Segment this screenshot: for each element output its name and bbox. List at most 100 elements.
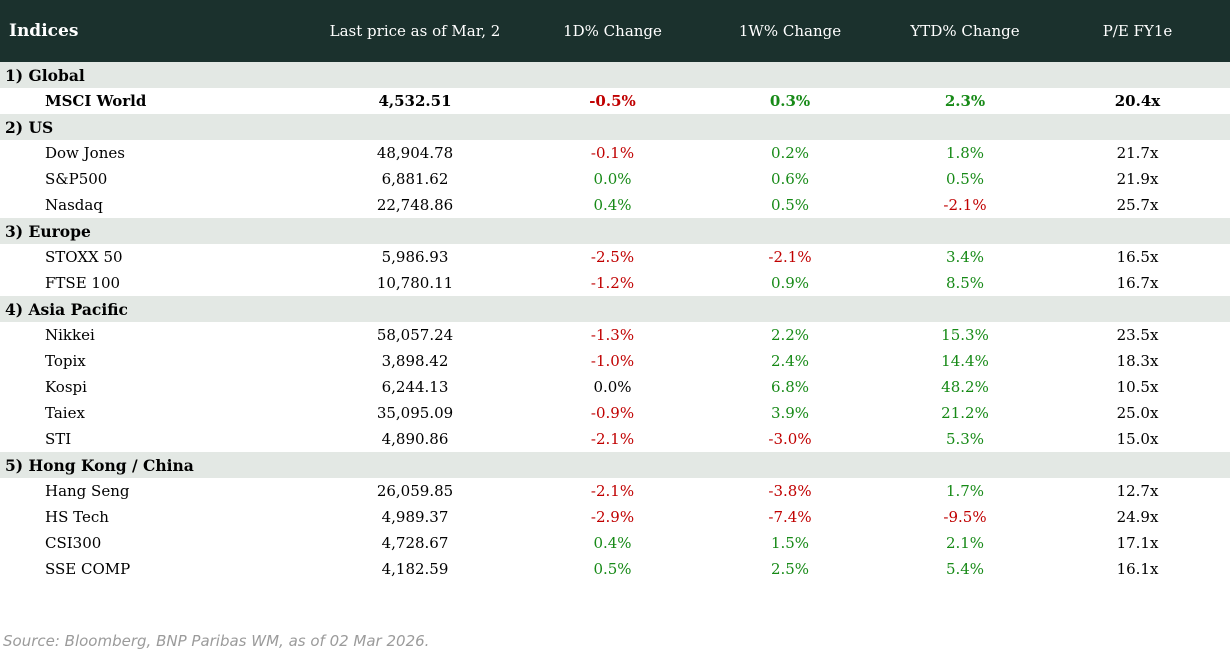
last-price: 58,057.24: [376, 326, 454, 344]
last-price: 4,182.59: [381, 560, 449, 578]
index-row: Nasdaq 22,748.86 0.4% 0.5% -2.1% 25.7x: [0, 192, 1230, 218]
last-price: 3,898.42: [381, 352, 449, 370]
last-price: 4,532.51: [378, 92, 452, 110]
change-1w: -2.1%: [768, 248, 812, 266]
change-1d: -1.2%: [590, 274, 635, 292]
change-1w: 2.2%: [770, 326, 810, 344]
index-name: Hang Seng: [45, 482, 130, 500]
pe-ratio: 17.1x: [1116, 534, 1159, 552]
table-header-row: Indices Last price as of Mar, 2 1D% Chan…: [0, 0, 1230, 62]
table-body: 1) Global MSCI World 4,532.51 -0.5% 0.3% 2.3%…: [0, 62, 1230, 582]
index-row: STI 4,890.86 -2.1% -3.0% 5.3% 15.0x: [0, 426, 1230, 452]
index-row: CSI300 4,728.67 0.4% 1.5% 2.1% 17.1x: [0, 530, 1230, 556]
column-header-last-price: Last price as of Mar, 2: [300, 0, 530, 62]
change-ytd: 3.4%: [945, 248, 985, 266]
index-name: S&P500: [45, 170, 108, 188]
change-1d: -2.1%: [590, 482, 635, 500]
change-1d: 0.4%: [593, 534, 632, 552]
index-row: STOXX 50 5,986.93 -2.5% -2.1% 3.4% 16.5x: [0, 244, 1230, 270]
change-ytd: 8.5%: [945, 274, 985, 292]
index-row: Taiex 35,095.09 -0.9% 3.9% 21.2% 25.0x: [0, 400, 1230, 426]
section-row: 2) US: [0, 114, 1230, 140]
change-1d: -2.5%: [590, 248, 635, 266]
change-ytd: -2.1%: [943, 196, 987, 214]
column-header-ytd-change: YTD% Change: [885, 0, 1045, 62]
index-name: Dow Jones: [45, 144, 125, 162]
column-header-pe-fy1e: P/E FY1e: [1045, 0, 1230, 62]
pe-ratio: 16.7x: [1116, 274, 1159, 292]
change-1d: -1.0%: [590, 352, 635, 370]
change-1d: -0.5%: [589, 92, 636, 110]
index-name: SSE COMP: [45, 560, 131, 578]
change-1d: 0.0%: [593, 378, 632, 396]
column-header-1d-change: 1D% Change: [530, 0, 695, 62]
last-price: 48,904.78: [376, 144, 454, 162]
pe-ratio: 16.1x: [1116, 560, 1159, 578]
change-ytd: 14.4%: [941, 352, 989, 370]
last-price: 10,780.11: [376, 274, 454, 292]
index-row: Dow Jones 48,904.78 -0.1% 0.2% 1.8% 21.7x: [0, 140, 1230, 166]
last-price: 6,244.13: [381, 378, 449, 396]
change-1w: 2.4%: [770, 352, 810, 370]
index-row: S&P500 6,881.62 0.0% 0.6% 0.5% 21.9x: [0, 166, 1230, 192]
column-header-1w-change: 1W% Change: [695, 0, 885, 62]
change-ytd: 48.2%: [941, 378, 989, 396]
section-label: 5) Hong Kong / China: [0, 452, 1230, 478]
index-name: Taiex: [45, 404, 85, 422]
change-ytd: 1.7%: [945, 482, 985, 500]
change-ytd: 5.4%: [945, 560, 985, 578]
pe-ratio: 15.0x: [1116, 430, 1159, 448]
last-price: 35,095.09: [376, 404, 454, 422]
pe-ratio: 12.7x: [1116, 482, 1159, 500]
index-row: HS Tech 4,989.37 -2.9% -7.4% -9.5% 24.9x: [0, 504, 1230, 530]
change-1w: -7.4%: [768, 508, 812, 526]
pe-ratio: 25.7x: [1116, 196, 1159, 214]
pe-ratio: 25.0x: [1116, 404, 1159, 422]
change-ytd: 15.3%: [941, 326, 989, 344]
pe-ratio: 16.5x: [1116, 248, 1159, 266]
last-price: 22,748.86: [376, 196, 454, 214]
last-price: 4,890.86: [381, 430, 449, 448]
index-name: Kospi: [45, 378, 87, 396]
source-note: Source: Bloomberg, BNP Paribas WM, as of…: [3, 632, 430, 650]
change-1w: 0.6%: [770, 170, 810, 188]
section-row: 4) Asia Pacific: [0, 296, 1230, 322]
change-1d: 0.0%: [593, 170, 632, 188]
change-ytd: 2.3%: [944, 92, 986, 110]
pe-ratio: 18.3x: [1116, 352, 1159, 370]
index-row: Nikkei 58,057.24 -1.3% 2.2% 15.3% 23.5x: [0, 322, 1230, 348]
index-row: MSCI World 4,532.51 -0.5% 0.3% 2.3% 20.4x: [0, 88, 1230, 114]
change-1w: 0.5%: [770, 196, 810, 214]
section-row: 1) Global: [0, 62, 1230, 88]
index-row: SSE COMP 4,182.59 0.5% 2.5% 5.4% 16.1x: [0, 556, 1230, 582]
section-label: 4) Asia Pacific: [0, 296, 1230, 322]
change-1w: 3.9%: [770, 404, 810, 422]
change-1d: 0.4%: [593, 196, 632, 214]
change-1d: -0.1%: [590, 144, 635, 162]
index-name: STI: [45, 430, 72, 448]
index-row: Kospi 6,244.13 0.0% 6.8% 48.2% 10.5x: [0, 374, 1230, 400]
index-name: FTSE 100: [45, 274, 121, 292]
last-price: 4,989.37: [381, 508, 449, 526]
change-1w: -3.0%: [768, 430, 812, 448]
section-row: 3) Europe: [0, 218, 1230, 244]
pe-ratio: 23.5x: [1116, 326, 1159, 344]
pe-ratio: 21.7x: [1116, 144, 1159, 162]
index-row: Topix 3,898.42 -1.0% 2.4% 14.4% 18.3x: [0, 348, 1230, 374]
section-label: 1) Global: [0, 62, 1230, 88]
change-1w: 0.9%: [770, 274, 810, 292]
change-1w: -3.8%: [768, 482, 812, 500]
pe-ratio: 20.4x: [1114, 92, 1161, 110]
pe-ratio: 10.5x: [1116, 378, 1159, 396]
pe-ratio: 24.9x: [1116, 508, 1159, 526]
change-1d: -1.3%: [590, 326, 635, 344]
section-label: 2) US: [0, 114, 1230, 140]
change-ytd: 0.5%: [945, 170, 985, 188]
change-1d: -2.1%: [590, 430, 635, 448]
change-1w: 2.5%: [770, 560, 810, 578]
change-ytd: 21.2%: [941, 404, 989, 422]
section-row: 5) Hong Kong / China: [0, 452, 1230, 478]
section-label: 3) Europe: [0, 218, 1230, 244]
last-price: 6,881.62: [381, 170, 449, 188]
